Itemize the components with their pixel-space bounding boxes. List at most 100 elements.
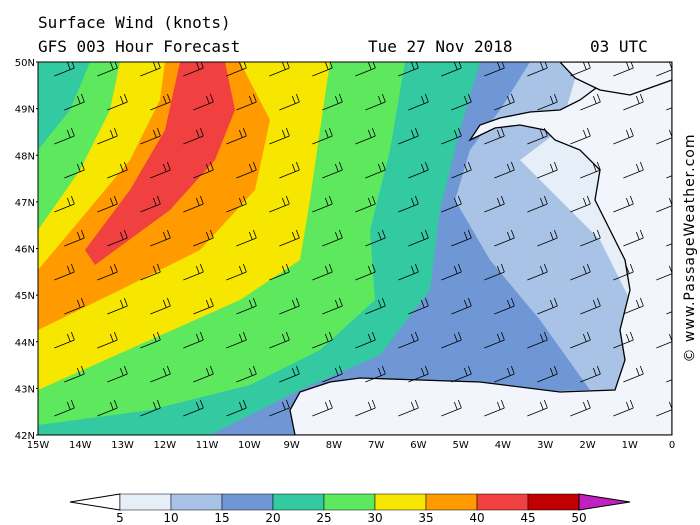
wind-barb: [236, 365, 257, 383]
wind-barb: [580, 365, 601, 383]
wind-barb: [355, 195, 376, 213]
wind-barb: [279, 297, 300, 315]
wind-barb: [365, 365, 386, 383]
wind-barb: [312, 195, 333, 213]
wind-barb: [613, 399, 634, 417]
wind-barb: [150, 93, 171, 111]
wind-barb: [107, 161, 128, 179]
wind-barb: [140, 62, 161, 77]
wind-barb: [666, 175, 672, 179]
wind-barb: [226, 195, 247, 213]
wind-barb: [226, 62, 247, 77]
colorbar-seg: [476, 493, 529, 511]
colorbar-label: 10: [163, 511, 178, 525]
wind-barb: [140, 127, 161, 145]
wind-barb: [226, 331, 247, 349]
wind-barb: [537, 297, 558, 315]
colorbar-seg: [272, 493, 325, 511]
wind-barb: [269, 263, 290, 281]
wind-barb: [279, 93, 300, 111]
wind-barb: [322, 229, 343, 247]
wind-barb: [226, 399, 247, 417]
lon-labels: 15W 14W 13W 12W 11W 10W 9W 8W 7W 6W 5W 4W 3W 2W 1W 0: [27, 440, 676, 451]
wind-barb: [279, 365, 300, 383]
wind-barb: [408, 229, 429, 247]
wind-barb: [183, 195, 204, 213]
wind-barb: [150, 229, 171, 247]
land-france: [289, 62, 672, 435]
wind-barb: [269, 62, 290, 77]
wind-barb: [150, 161, 171, 179]
wind-barb: [527, 263, 548, 281]
wind-barb: [666, 243, 672, 247]
wind-barb: [97, 263, 118, 281]
map-title: Surface Wind (knots): [38, 13, 231, 32]
wind-barb: [64, 161, 85, 179]
lon-label: 6W: [410, 440, 426, 451]
wind-barb: [484, 62, 505, 77]
wind-barb: [570, 399, 591, 417]
wind-barb: [527, 62, 548, 77]
land-england: [559, 62, 672, 96]
wind-barb: [312, 127, 333, 145]
wind-barb: [537, 161, 558, 179]
wind-barb: [193, 229, 214, 247]
wind-barb: [527, 399, 548, 417]
wind-barb: [613, 195, 634, 213]
wind-barb: [312, 263, 333, 281]
wind-barb: [570, 127, 591, 145]
wind-barb: [322, 161, 343, 179]
wind-barb: [193, 161, 214, 179]
wind-barb: [236, 161, 257, 179]
wind-barb: [494, 93, 515, 111]
wind-barb: [451, 161, 472, 179]
lon-label: 13W: [111, 440, 134, 451]
wind-barb: [54, 399, 75, 417]
band-40-45: [85, 62, 235, 265]
wind-barb: [451, 93, 472, 111]
wind-barb: [494, 297, 515, 315]
wind-barb: [97, 399, 118, 417]
colorbar-labels: 5 10 15 20 25 30 35 40 45 50: [116, 511, 586, 525]
wind-barb: [623, 365, 644, 383]
wind-barb: [623, 161, 644, 179]
wind-barb: [365, 229, 386, 247]
colorbar-label: 45: [520, 511, 535, 525]
wind-barb: [54, 331, 75, 349]
lon-label: 2W: [579, 440, 595, 451]
lon-label: 7W: [368, 440, 384, 451]
wind-barb: [140, 195, 161, 213]
wind-barb: [484, 263, 505, 281]
wind-barb: [150, 297, 171, 315]
colorbar-seg: [527, 493, 580, 511]
wind-barb: [484, 127, 505, 145]
wind-barb: [408, 93, 429, 111]
wind-barb: [613, 127, 634, 145]
lon-label: 3W: [537, 440, 553, 451]
wind-barb: [54, 62, 75, 77]
wind-barb: [527, 195, 548, 213]
wind-barb: [398, 263, 419, 281]
wind-barb: [107, 229, 128, 247]
colorbar-label: 30: [367, 511, 382, 525]
lon-label: 14W: [69, 440, 92, 451]
wind-barb: [54, 195, 75, 213]
lon-label: 0: [669, 440, 675, 451]
wind-barb: [537, 365, 558, 383]
wind-barb: [570, 263, 591, 281]
wind-barb: [580, 297, 601, 315]
wind-barb: [623, 297, 644, 315]
wind-barb: [408, 161, 429, 179]
wind-barb: [322, 297, 343, 315]
wind-barb: [97, 62, 118, 77]
wind-barb: [269, 195, 290, 213]
wind-barb: [537, 229, 558, 247]
wind-barb: [570, 62, 591, 77]
wind-barb: [140, 331, 161, 349]
colorbar-label: 35: [418, 511, 433, 525]
wind-barb: [441, 195, 462, 213]
colorbar-seg: [119, 493, 172, 511]
colorbar-label: 25: [316, 511, 331, 525]
lat-label: 43N: [15, 384, 35, 395]
wind-barb: [64, 297, 85, 315]
